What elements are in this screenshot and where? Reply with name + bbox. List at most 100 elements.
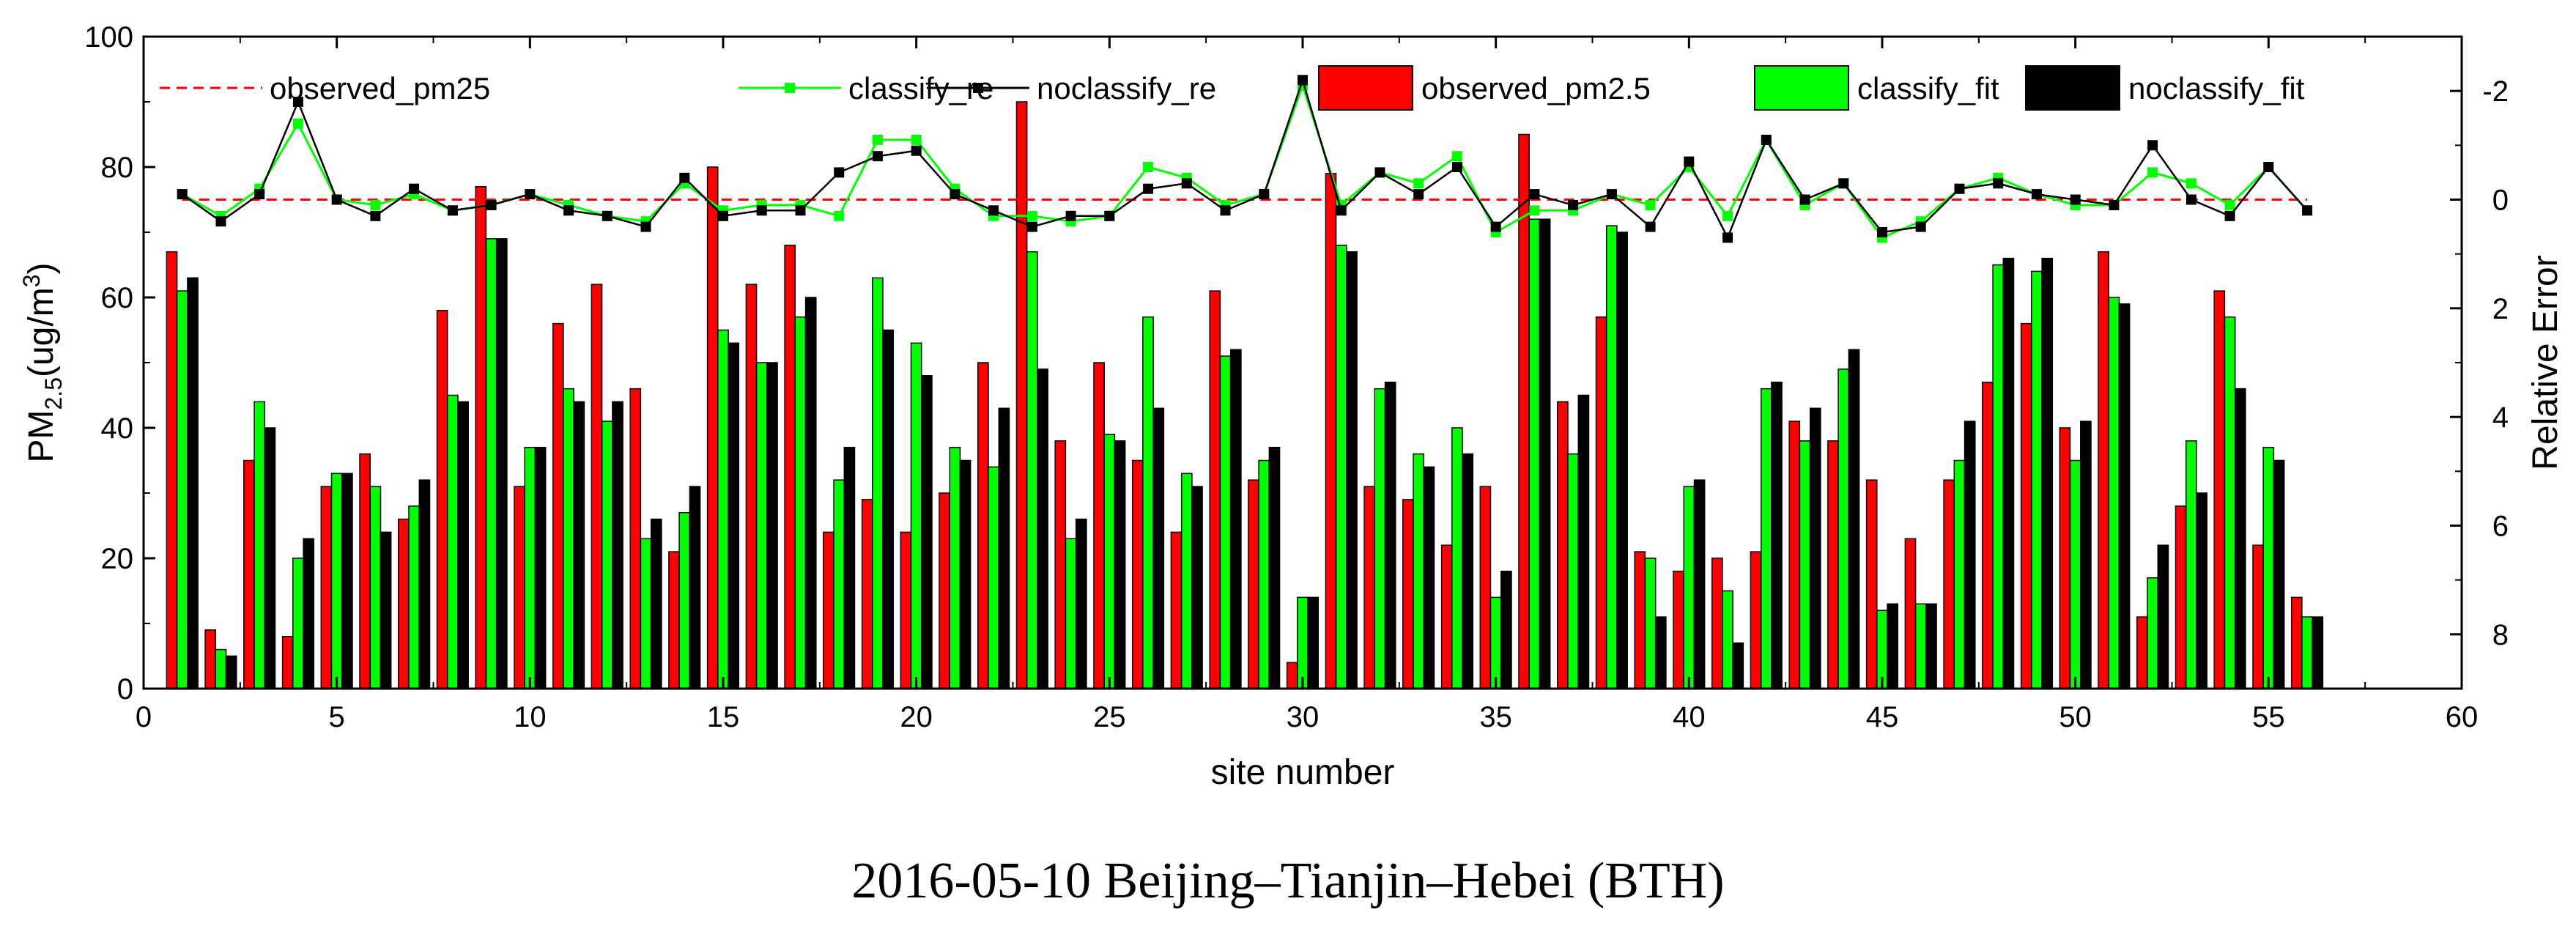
bar: [804, 297, 817, 689]
legend-item-observed-pm2-5: observed_pm2.5: [1318, 65, 1651, 111]
bar: [2031, 270, 2043, 689]
bar: [330, 473, 343, 689]
y-tick-label: 80: [101, 152, 134, 184]
bar: [176, 290, 188, 689]
bar: [1142, 316, 1154, 689]
legend-label: noclassify_re: [1037, 71, 1216, 105]
point: [1954, 183, 1965, 194]
point: [795, 205, 806, 216]
axes: 0 5 10 15 20 25 30 35 40 45 50 55 600204060801008642…: [84, 21, 2509, 733]
bar: [823, 531, 834, 689]
bar: [988, 466, 999, 689]
bar: [524, 446, 536, 689]
point: [563, 205, 574, 216]
bar: [1325, 173, 1337, 689]
point: [370, 210, 381, 221]
point: [486, 199, 497, 210]
point: [1993, 178, 2004, 189]
legend-item-observed-pm25: observed_pm25: [160, 71, 490, 105]
bar: [475, 185, 487, 689]
bar: [264, 427, 276, 689]
bar: [1799, 440, 1811, 689]
point: [2147, 167, 2158, 178]
point: [409, 183, 420, 194]
y2-tick-label: 4: [2492, 401, 2509, 434]
bar: [436, 310, 448, 689]
bar: [187, 277, 199, 689]
point: [1026, 221, 1037, 232]
bar: [959, 459, 971, 689]
bar: [1451, 427, 1463, 689]
bar: [552, 322, 564, 689]
bar: [1750, 551, 1762, 689]
point: [1451, 151, 1462, 162]
bar: [2069, 459, 2081, 689]
bar: [1152, 407, 1165, 689]
bar: [243, 459, 255, 689]
bar: [1209, 290, 1221, 689]
bar: [1268, 446, 1281, 689]
bar: [1229, 349, 1242, 689]
x-tick-label: 5: [329, 701, 345, 733]
point: [2224, 199, 2235, 210]
bar: [215, 648, 227, 689]
bar: [2020, 322, 2032, 689]
point: [1877, 227, 1887, 237]
bar: [745, 284, 758, 689]
bar: [1015, 101, 1028, 689]
bar: [514, 486, 525, 689]
bar: [1982, 381, 1994, 689]
bar: [2157, 544, 2169, 689]
point: [1799, 194, 1810, 205]
bar: [1577, 394, 1590, 689]
bar: [1904, 538, 1917, 689]
y-tick-label: 40: [101, 412, 134, 445]
x-tick-label: 20: [900, 701, 933, 733]
point: [1451, 162, 1462, 172]
bar: [1992, 264, 2005, 689]
bar: [1595, 316, 1607, 689]
legend-swatch-box: [1754, 65, 1849, 111]
bar: [1219, 355, 1232, 689]
bar: [1760, 388, 1772, 689]
bar: [2290, 596, 2303, 689]
point: [2263, 162, 2274, 172]
bar: [2080, 421, 2092, 689]
point: [2302, 205, 2313, 216]
legend: observed_pm25 classify_re noclassify_re obs…: [160, 65, 2305, 111]
bar: [2185, 440, 2197, 689]
point: [988, 205, 999, 216]
bar: [1654, 616, 1667, 689]
bar: [1093, 362, 1105, 689]
bar: [1616, 232, 1628, 689]
point: [1722, 210, 1733, 221]
point: [1413, 178, 1424, 189]
bar: [2252, 544, 2264, 689]
point: [911, 145, 922, 156]
point: [1645, 221, 1656, 232]
point: [292, 118, 303, 129]
bar: [369, 486, 382, 689]
bar: [706, 166, 719, 689]
point: [1181, 178, 1192, 189]
bar: [591, 284, 603, 689]
bar: [1557, 401, 1569, 689]
bar: [1384, 381, 1396, 689]
bar: [949, 446, 961, 689]
bar: [601, 421, 613, 689]
point: [1143, 183, 1154, 194]
bar: [1170, 531, 1182, 689]
bar: [1286, 662, 1298, 689]
point: [2185, 178, 2196, 189]
bar: [1711, 558, 1723, 689]
bar: [843, 446, 856, 689]
bar: [668, 551, 680, 689]
x-axis-title: site number: [1211, 753, 1395, 792]
bar: [882, 329, 895, 689]
bar: [1131, 459, 1144, 689]
bar: [341, 473, 353, 689]
legend-swatch-box: [1318, 65, 1413, 111]
bar: [398, 518, 410, 689]
bar: [872, 277, 884, 689]
